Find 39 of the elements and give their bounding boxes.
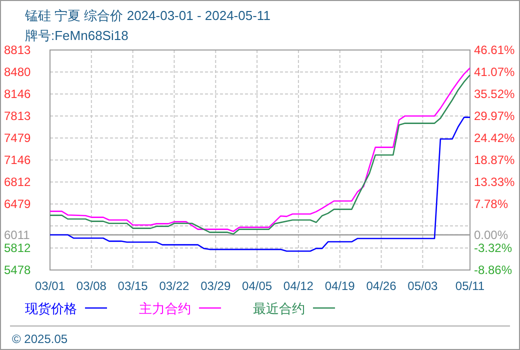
x-tick-label: 04/26: [366, 279, 397, 293]
x-tick-label: 03/29: [200, 279, 231, 293]
y2-tick-label: -8.86%: [474, 263, 512, 277]
y-tick-label: 5478: [4, 263, 32, 277]
y-tick-label: 7146: [4, 152, 32, 167]
x-tick-label: 03/15: [118, 279, 148, 293]
x-tick-label: 04/19: [324, 279, 356, 293]
legend-label: 最近合约: [253, 301, 305, 316]
y-tick-label: 6812: [4, 175, 32, 189]
chart-subtitle: 牌号:FeMn68Si18: [25, 28, 128, 43]
y2-tick-label: 7.78%: [474, 197, 508, 212]
x-tick-label: 05/03: [408, 279, 438, 293]
x-tick-label: 05/11: [455, 279, 485, 293]
y-tick-label: 8813: [4, 43, 32, 57]
chart-title: 锰硅 宁夏 综合价 2024-03-01 - 2024-05-11: [24, 8, 270, 23]
x-tick-label: 03/08: [76, 279, 107, 293]
y2-tick-label: 0.00%: [474, 228, 508, 242]
x-tick-label: 04/12: [283, 279, 314, 293]
y2-tick-label: 46.61%: [474, 43, 516, 57]
y2-tick-label: 13.33%: [474, 174, 516, 189]
y-tick-label: 6011: [4, 228, 30, 242]
legend-label: 主力合约: [139, 301, 191, 316]
y2-tick-label: -3.32%: [474, 241, 512, 256]
x-tick-label: 04/05: [242, 279, 272, 293]
text: © 2025.05: [12, 332, 68, 346]
x-tick-label: 03/01: [34, 279, 66, 293]
y-tick-label: 8480: [4, 64, 32, 79]
y2-tick-label: 29.97%: [474, 108, 516, 123]
legend-label: 现货价格: [25, 301, 77, 316]
y-tick-label: 5812: [4, 240, 32, 255]
y2-tick-label: 35.52%: [474, 86, 516, 101]
y-tick-label: 7479: [4, 131, 32, 145]
y-tick-label: 6479: [4, 196, 32, 211]
y2-tick-label: 18.87%: [474, 153, 516, 168]
y-tick-label: 8146: [4, 87, 32, 101]
y-tick-label: 7813: [4, 108, 32, 123]
x-tick-label: 03/22: [159, 279, 190, 293]
y2-tick-label: 24.42%: [474, 131, 516, 146]
y2-tick-label: 41.07%: [474, 64, 516, 79]
